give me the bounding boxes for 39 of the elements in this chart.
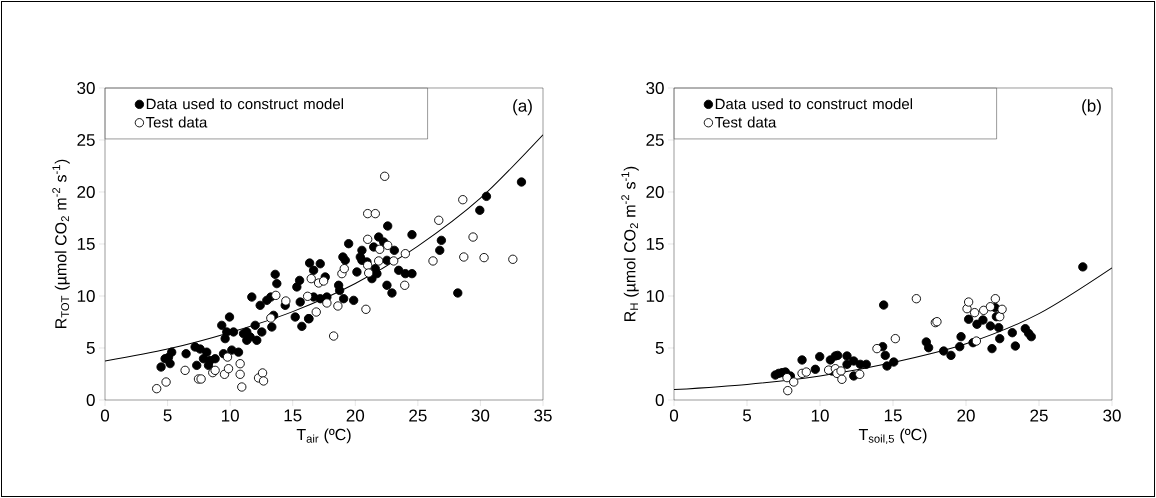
text: R$_{H}$ (µmol CO$_{2}$ m$^{-2}$ s$^{-1}$) [621, 166, 639, 321]
x-tick-label: 20 [346, 409, 365, 422]
y-tick-label: 30 [77, 81, 95, 95]
x-tick-label: 0 [669, 409, 679, 422]
annotation: (a) [513, 99, 532, 116]
y-tick-label: 5 [86, 342, 95, 354]
x-tick-label: 5 [163, 409, 172, 422]
x-axis-title: T$_{soil,5}$ (ºC) [858, 428, 927, 445]
text: R$_{TOT}$ (µmol CO$_{2}$ m$^{-2}$ s$^{-1}$) [52, 159, 70, 329]
legend-label: Data used to construct model [715, 98, 913, 110]
annotation: (b) [1082, 99, 1101, 116]
y-tick-label: 5 [655, 342, 664, 354]
y-tick-label: 30 [646, 81, 664, 95]
x-tick-label: 25 [1030, 409, 1048, 422]
x-tick-label: 5 [742, 409, 752, 422]
x-tick-label: 10 [221, 409, 239, 422]
y-tick-label: 0 [655, 393, 664, 407]
y-tick-label: 15 [77, 238, 95, 250]
legend-label: Data used to construct model [146, 98, 343, 110]
y-tick-label: 25 [77, 133, 95, 147]
y-tick-label: 15 [646, 238, 664, 250]
x-tick-label: 20 [957, 409, 975, 422]
x-axis-title: T$_{air}$ (ºC) [296, 428, 351, 444]
y-tick-label: 20 [77, 185, 95, 199]
legend-label: Test data [145, 116, 208, 128]
x-tick-label: 0 [100, 409, 110, 422]
y-tick-label: 10 [646, 289, 664, 303]
x-tick-label: 15 [884, 409, 902, 422]
y-tick-label: 0 [86, 393, 95, 407]
x-tick-label: 30 [1103, 409, 1121, 422]
y-tick-label: 10 [77, 289, 95, 303]
legend-label: Test data [714, 116, 777, 128]
x-tick-label: 25 [409, 409, 427, 422]
x-tick-label: 30 [471, 409, 490, 422]
x-tick-label: 35 [534, 409, 552, 422]
y-tick-label: 20 [646, 185, 664, 199]
x-tick-label: 10 [811, 409, 829, 422]
y-tick-label: 25 [646, 133, 664, 147]
x-tick-label: 15 [284, 409, 302, 422]
